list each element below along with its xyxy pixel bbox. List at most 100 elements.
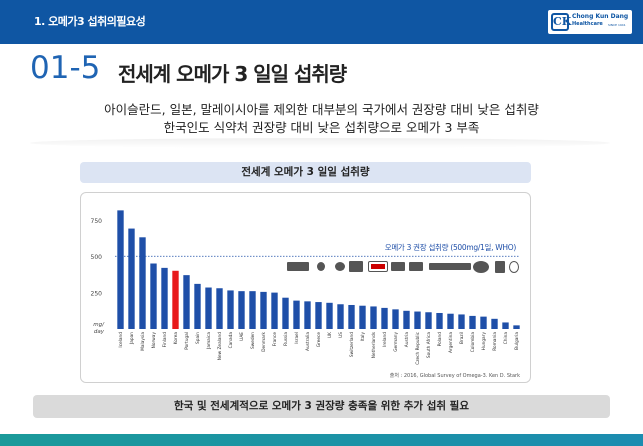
bar-finland [161, 267, 168, 329]
bar-france [271, 292, 278, 329]
bar-uk [326, 302, 333, 329]
chart-source: 출처 : 2016, Global Survey of Omega-3. Ken… [390, 372, 520, 379]
separator-shadow [30, 138, 610, 148]
bar-greece [315, 302, 322, 329]
x-tick-label: Finland [162, 332, 168, 348]
header-bar: 1. 오메가3 섭취의필요성 CK Chong Kun Dang Healthc… [0, 0, 643, 44]
bar-uae [238, 291, 245, 329]
canada-flag-icon [368, 261, 388, 272]
section-number: 01-5 [30, 50, 101, 86]
institute-of-medicine-icon [429, 263, 471, 270]
bar-japan [128, 228, 135, 329]
x-tick-label: South Africa [426, 332, 432, 358]
org-logo-icon [349, 261, 363, 272]
x-tick-label: UK [327, 332, 333, 338]
subtitle-line-1: 아이슬란드, 일본, 말레이시아를 제외한 대부분의 국가에서 권장량 대비 낮… [104, 102, 539, 117]
x-tick-label: US [338, 332, 344, 338]
x-tick-label: Austria [404, 332, 410, 348]
x-tick-label: Netherlands [371, 331, 377, 358]
logo-name: Chong Kun Dang [572, 13, 629, 20]
bar-italy [359, 305, 366, 329]
logo-sub: Healthcare [572, 21, 603, 27]
y-axis-label: day [94, 329, 105, 335]
x-tick-label: Israel [294, 332, 300, 344]
org-logo-icon [409, 262, 423, 271]
y-tick-label: 250 [91, 291, 103, 298]
x-tick-label: Jamaica [206, 332, 212, 350]
x-tick-label: Bulgaria [514, 332, 520, 350]
x-tick-label: Spain [195, 332, 201, 344]
bar-ireland [381, 307, 388, 329]
bar-austria [403, 310, 410, 329]
footer-callout: 한국 및 전세계적으로 오메가 3 권장량 충족을 위한 추가 섭취 필요 [33, 395, 610, 418]
org-logo-icon [335, 262, 345, 271]
chart-header: 전세계 오메가 3 일일 섭취량 [80, 162, 531, 183]
subtitle-line-2: 한국인도 식약처 권장량 대비 낮은 섭취량으로 오메가 3 부족 [163, 120, 480, 135]
x-tick-label: Ireland [382, 332, 388, 347]
x-tick-label: Canada [228, 332, 234, 349]
x-tick-label: Australia [305, 332, 311, 351]
bar-australia [304, 301, 311, 329]
organization-logos [287, 259, 519, 275]
bar-russia [282, 297, 289, 329]
x-tick-label: New Zealand [217, 332, 223, 361]
logo-tag: SINCE 1941 [608, 23, 626, 27]
x-tick-label: Iceland [118, 332, 124, 348]
x-tick-label: China [503, 332, 509, 345]
x-tick-label: Brazil [459, 332, 465, 344]
x-tick-label: Germany [393, 332, 399, 352]
bar-czech-republic [414, 311, 421, 329]
bottom-bar [0, 434, 643, 446]
bar-bulgaria [513, 325, 520, 329]
x-tick-label: Russia [283, 332, 289, 346]
company-logo: CK Chong Kun Dang Healthcare SINCE 1941 [548, 10, 632, 34]
x-tick-label: Korea [173, 332, 179, 345]
x-tick-label: Portugal [184, 332, 190, 350]
org-logo-icon [495, 261, 505, 273]
bar-hungary [480, 316, 487, 329]
x-tick-label: Sweden [250, 332, 256, 349]
y-tick-label: 750 [91, 218, 103, 225]
bar-netherlands [370, 306, 377, 329]
x-tick-label: Italy [360, 332, 366, 342]
bar-canada [227, 290, 234, 329]
x-tick-label: Colombia [470, 332, 476, 353]
bar-spain [194, 283, 201, 329]
x-tick-label: Czech Republic [415, 331, 421, 364]
bar-denmark [260, 291, 267, 329]
section-title: 전세계 오메가 3 일일 섭취량 [118, 62, 347, 86]
x-tick-label: Japan [129, 332, 135, 345]
y-axis-label: mg/ [93, 322, 105, 328]
bar-us [337, 304, 344, 329]
org-logo-icon [287, 262, 309, 271]
x-tick-label: Denmark [261, 331, 267, 351]
x-tick-label: Romania [492, 332, 498, 351]
x-tick-label: Switzerland [349, 332, 355, 357]
x-tick-label: France [272, 332, 278, 347]
x-tick-label: UAE [239, 332, 245, 341]
x-tick-label: Poland [437, 332, 443, 347]
reference-line-label: 오메가 3 권장 섭취량 (500mg/1일, WHO) [385, 242, 517, 252]
bar-norway [150, 263, 157, 329]
bar-germany [392, 309, 399, 329]
bar-new-zealand [216, 288, 223, 329]
bar-korea [172, 270, 179, 329]
org-logo-icon [317, 262, 325, 271]
bar-south-africa [425, 312, 432, 329]
x-tick-label: Argentina [448, 332, 454, 353]
bar-brazil [458, 314, 465, 329]
who-logo-icon [509, 261, 519, 273]
bar-poland [436, 312, 443, 329]
bar-argentina [447, 313, 454, 329]
omega3-bar-chart: 250 500 750 mg/day 오메가 3 권장 섭취량 (500mg/1일, W… [91, 210, 520, 379]
x-tick-label: Hungary [481, 332, 487, 351]
org-logo-icon [473, 261, 489, 273]
org-logo-icon [391, 262, 405, 271]
bar-colombia [469, 315, 476, 329]
bar-china [502, 322, 509, 329]
header-title: 1. 오메가3 섭취의필요성 [34, 15, 146, 28]
x-tick-label: Malaysia [140, 332, 146, 351]
x-tick-label: Greece [316, 332, 322, 348]
bar-israel [293, 300, 300, 329]
x-tick-label: Norway [151, 332, 157, 349]
